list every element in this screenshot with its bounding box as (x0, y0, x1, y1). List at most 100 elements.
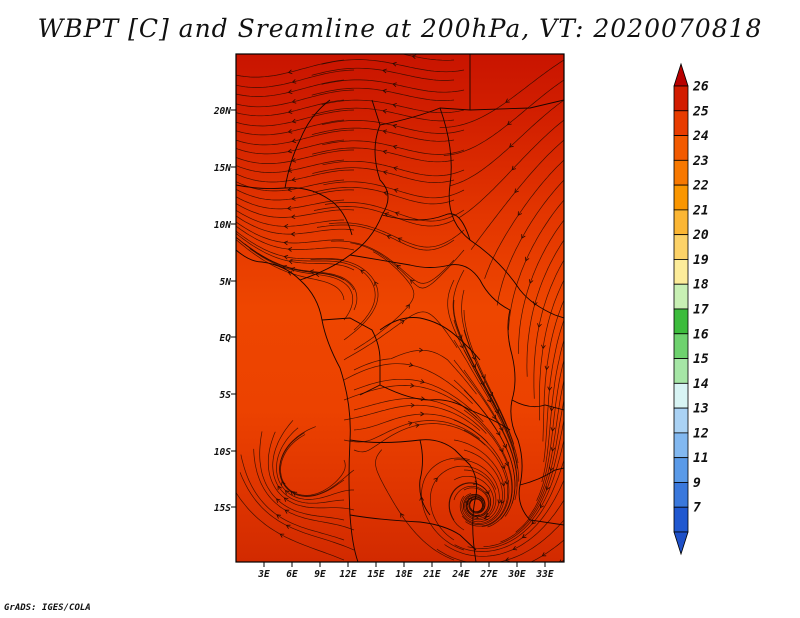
streamline-arrow (500, 482, 506, 487)
streamline-arrow (382, 68, 387, 74)
colorbar-label: 21 (692, 203, 709, 218)
streamline-arrow (392, 61, 397, 67)
lat-label: 20N (213, 106, 231, 117)
streamline-arrow (283, 497, 289, 502)
streamline-arrow (497, 499, 502, 504)
streamline-arrow (279, 533, 285, 538)
streamline-arrow (488, 391, 493, 397)
streamline-arrow (514, 188, 519, 193)
lon-label: 24E (451, 569, 469, 580)
streamline-arrow (505, 557, 510, 562)
colorbar-swatch (673, 159, 689, 186)
lat-label: 10S (214, 447, 231, 458)
colorbar-swatch (673, 506, 689, 533)
lat-label: 15S (214, 503, 231, 514)
streamline (236, 169, 354, 183)
colorbar-label: 24 (692, 129, 709, 144)
streamline-arrow (392, 103, 397, 108)
streamline-arrow (550, 447, 556, 452)
streamline-arrow (412, 54, 417, 60)
streamline-arrow (288, 89, 293, 94)
streamline-arrow (281, 481, 286, 486)
streamline-arrow (418, 347, 423, 353)
streamline-arrow (288, 69, 293, 75)
streamline-arrow (400, 320, 405, 325)
colorbar-label: 17 (693, 303, 709, 318)
streamline (236, 149, 354, 164)
streamline-arrow (386, 235, 392, 240)
colorbar-label: 16 (693, 327, 709, 342)
lon-label: 15E (367, 569, 384, 580)
colorbar-label: 25 (692, 104, 709, 119)
streamline-arrow (396, 264, 401, 270)
streamline-arrow (420, 411, 425, 417)
streamline-arrow (394, 188, 399, 193)
colorbar-swatch (673, 482, 689, 508)
streamline-arrow (285, 490, 290, 495)
plot-frame (235, 53, 565, 563)
colorbar-label: 12 (693, 426, 709, 441)
colorbar-label: 26 (692, 80, 709, 95)
streamline-arrow (522, 533, 527, 539)
colorbar-swatch (673, 333, 689, 359)
lat-label: 5N (220, 277, 232, 288)
streamline-arrow (287, 205, 292, 211)
lon-label: 21E (422, 569, 440, 580)
streamline-arrow (540, 503, 545, 509)
streamline (236, 221, 345, 244)
streamline-arrow (485, 512, 490, 517)
colorbar-swatch (673, 308, 689, 335)
streamline (236, 89, 355, 108)
streamline-arrow (547, 386, 553, 391)
colorbar-label: 11 (693, 451, 709, 466)
colorbar-swatch (673, 110, 689, 136)
streamline-arrow (517, 211, 522, 216)
streamline-arrow (502, 443, 507, 449)
streamline-arrow (288, 109, 293, 114)
streamline-arrow (405, 304, 410, 309)
colorbar-label: 23 (692, 154, 709, 169)
streamline-arrow (512, 545, 518, 551)
colorbar-swatch (673, 283, 689, 310)
colorbar-swatch (673, 209, 689, 236)
streamline-arrow (400, 513, 405, 518)
colorbar-bottom-triangle (673, 531, 689, 556)
streamline (236, 209, 344, 227)
streamline-arrow (433, 477, 438, 482)
colorbar-label: 20 (692, 228, 709, 243)
streamline-arrow (393, 144, 398, 150)
streamline-arrow (549, 466, 554, 471)
streamline-arrow (499, 426, 504, 431)
streamline-arrow (382, 109, 387, 114)
streamline-arrow (291, 214, 296, 220)
streamline-arrow (528, 279, 534, 284)
streamline-arrow (410, 402, 415, 408)
colorbar-label: 19 (693, 253, 709, 268)
colorbar-label: 18 (693, 278, 709, 293)
streamline-arrow (382, 88, 387, 94)
streamline-arrow (284, 224, 289, 229)
streamline-arrow (525, 256, 530, 262)
streamline-arrow (549, 406, 555, 412)
streamline-arrow (309, 269, 314, 274)
map-plot-area (235, 53, 565, 563)
streamline-arrow (494, 409, 499, 414)
streamline-arrow (283, 240, 289, 246)
streamline-arrow (374, 281, 379, 286)
streamline-arrow (276, 514, 281, 519)
lon-label: 12E (339, 569, 356, 580)
streamline-arrow (291, 231, 295, 237)
streamline-arrow (410, 279, 415, 284)
streamline-arrow (505, 98, 510, 103)
colorbar-label: 14 (693, 377, 709, 392)
colorbar-swatch (673, 259, 689, 285)
chart-title: WBPT [C] and Sreamline at 200hPa, VT: 20… (37, 14, 763, 43)
lat-label: 5S (220, 390, 232, 401)
streamline-arrow (277, 485, 282, 490)
streamline-arrow (288, 247, 293, 252)
streamline-arrow (408, 421, 413, 426)
streamline-arrow (541, 344, 546, 349)
colorbar-swatch (673, 407, 689, 434)
streamline-arrow (291, 157, 297, 163)
